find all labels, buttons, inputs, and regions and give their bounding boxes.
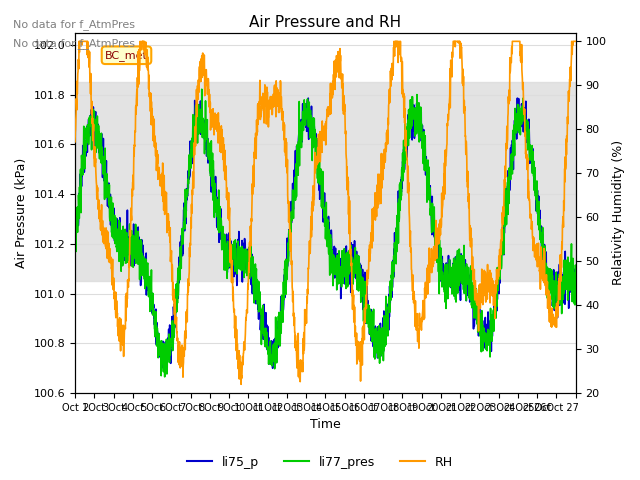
Title: Air Pressure and RH: Air Pressure and RH — [250, 15, 401, 30]
Bar — [75, 82, 576, 281]
Legend: li75_p, li77_pres, RH: li75_p, li77_pres, RH — [182, 451, 458, 474]
Text: No data for f_AtmPres: No data for f_AtmPres — [13, 19, 135, 30]
Y-axis label: Air Pressure (kPa): Air Pressure (kPa) — [15, 158, 28, 268]
Text: BC_met: BC_met — [105, 50, 148, 60]
Y-axis label: Relativity Humidity (%): Relativity Humidity (%) — [612, 140, 625, 286]
Text: No data for f̲_AtmPres: No data for f̲_AtmPres — [13, 38, 135, 49]
X-axis label: Time: Time — [310, 419, 340, 432]
